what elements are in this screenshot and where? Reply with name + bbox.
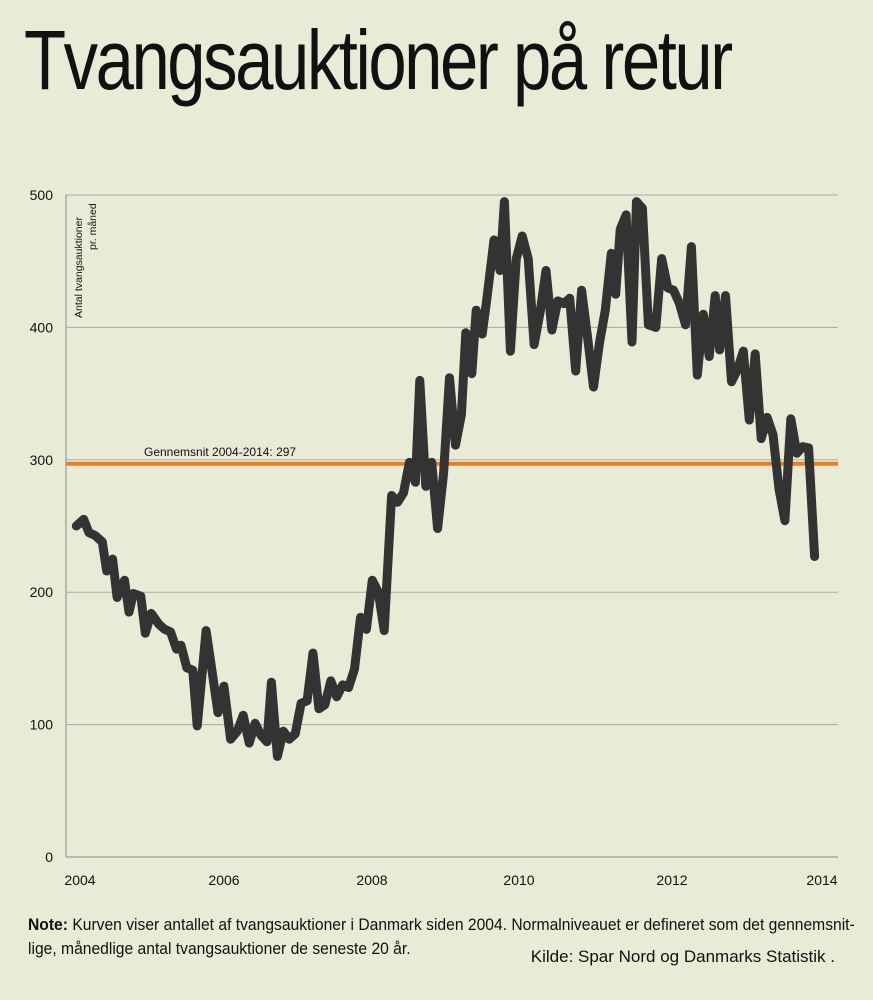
y-tick-label: 300 bbox=[30, 452, 54, 468]
y-tick-label: 400 bbox=[30, 319, 54, 335]
y-tick-label: 0 bbox=[45, 849, 53, 865]
y-tick-label: 100 bbox=[30, 717, 54, 733]
x-tick-label: 2012 bbox=[656, 872, 687, 888]
note-line2: lige, månedlige antal tvangsauktioner de… bbox=[28, 939, 411, 958]
x-tick-label: 2008 bbox=[356, 872, 387, 888]
x-tick-label: 2010 bbox=[503, 872, 534, 888]
x-tick-label: 2006 bbox=[208, 872, 239, 888]
x-tick-label: 2014 bbox=[806, 872, 837, 888]
y-tick-labels: 0 100 200 300 400 500 bbox=[30, 187, 54, 865]
y-tick-label: 500 bbox=[30, 187, 54, 203]
average-line-label: Gennemsnit 2004-2014: 297 bbox=[144, 445, 296, 459]
x-tick-labels: 2004 2006 2008 2010 2012 2014 bbox=[64, 872, 837, 888]
y-axis-label-line1: Antal tvangsauktioner bbox=[73, 217, 85, 318]
chart-title: Tvangsauktioner på retur bbox=[24, 13, 733, 107]
note-prefix: Note: bbox=[28, 915, 68, 934]
note: Note: Kurven viser antallet af tvangsauk… bbox=[28, 913, 856, 961]
y-axis-label-line2: pr. måned bbox=[87, 203, 99, 250]
source-text: Kilde: Spar Nord og Danmarks Statistik . bbox=[530, 947, 835, 966]
x-tick-label: 2004 bbox=[64, 872, 95, 888]
y-tick-label: 200 bbox=[30, 584, 54, 600]
series-line bbox=[71, 197, 820, 761]
note-line1: Kurven viser antallet af tvangsauktioner… bbox=[67, 915, 855, 934]
